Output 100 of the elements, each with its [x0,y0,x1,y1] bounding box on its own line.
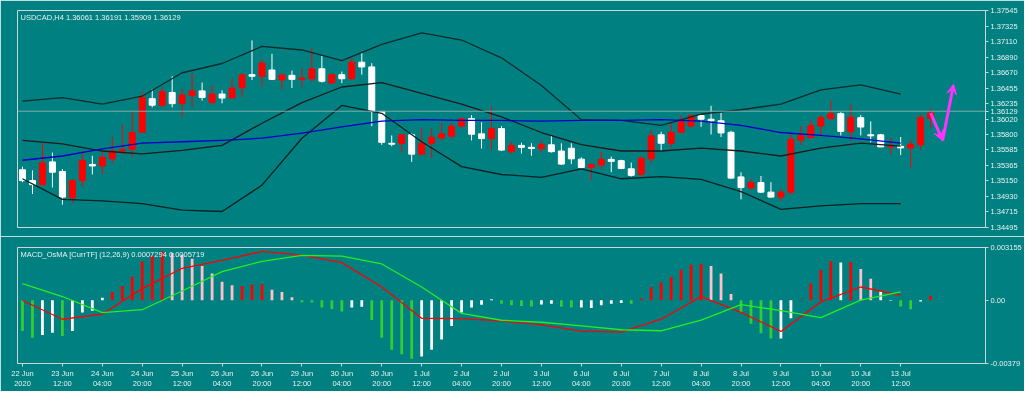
candlestick [128,110,136,158]
bar [819,269,823,301]
bar [530,300,533,307]
bar [540,300,543,305]
candlestick [897,136,905,156]
candlestick [178,88,186,118]
bar [150,255,154,301]
candlestick [498,125,505,152]
candlestick [438,122,446,142]
bar [629,300,633,304]
bar [61,300,64,337]
bar [140,261,144,301]
candlestick [418,127,426,157]
bar [899,300,903,307]
candlestick [468,114,476,141]
bar [440,300,444,340]
candlestick [218,89,226,104]
candlestick [258,58,266,87]
bar [679,269,683,301]
candlestick [717,112,725,138]
candlestick [657,131,665,152]
candlestick [807,119,815,140]
candlestick [478,121,486,150]
candlestick [48,152,56,189]
bar [21,300,24,332]
candlestick [527,142,535,157]
candlestick [847,103,855,142]
bar [110,292,114,301]
candlestick [488,105,496,151]
candlestick [118,124,126,155]
bar [330,300,334,310]
candlestick [797,125,805,146]
bar [599,300,603,306]
candlestick [867,120,875,143]
bar [849,261,853,301]
candlestick [188,72,196,108]
candlestick [158,86,166,108]
bar [410,300,414,359]
candlestick [737,171,745,200]
bar [689,264,693,301]
candlestick [647,130,655,164]
bar [70,300,74,332]
candlestick [567,142,575,165]
bar [550,300,553,304]
bar [340,300,344,312]
bar [579,300,583,308]
bar [31,300,34,338]
bar [350,300,354,308]
bar [370,300,374,320]
bar [669,276,673,301]
candlestick [168,75,176,108]
candlestick [68,178,76,204]
line-series [21,104,902,213]
candlestick [837,111,845,136]
bar [859,268,863,301]
bar [569,300,573,308]
candlestick [198,82,206,102]
bar [390,300,394,350]
candlestick [228,78,236,100]
candlestick [238,72,246,98]
candlestick [767,181,775,199]
bar [430,300,434,350]
candlestick [288,70,296,89]
bar [420,300,424,357]
bar [929,295,933,301]
candlestick [78,152,86,188]
bar [589,300,593,308]
bar [41,300,44,336]
candlestick [308,47,316,83]
candlestick [428,128,436,159]
bar [130,276,134,301]
bar [649,287,653,301]
bar [609,300,613,304]
bar [190,258,194,301]
bar [200,265,204,301]
candlestick [298,67,306,88]
line-series [21,32,902,127]
candlestick [907,139,915,169]
candlestick [148,88,156,108]
bar [839,262,843,301]
bar [909,300,913,310]
bar [510,300,513,306]
bar [460,300,463,313]
bar [559,300,563,307]
bar [619,300,623,304]
candlestick [358,51,366,76]
candlestick [817,114,825,136]
bar [659,282,663,301]
candlestick [697,114,705,128]
candlestick [348,57,356,81]
bar [380,300,384,338]
bar [360,300,364,307]
candlestick [747,178,755,191]
bar [400,300,404,355]
bar [500,300,503,304]
bar [320,300,324,308]
candlestick [268,53,276,81]
candlestick [38,142,46,186]
candlestick [408,132,416,163]
candlestick [248,39,256,81]
